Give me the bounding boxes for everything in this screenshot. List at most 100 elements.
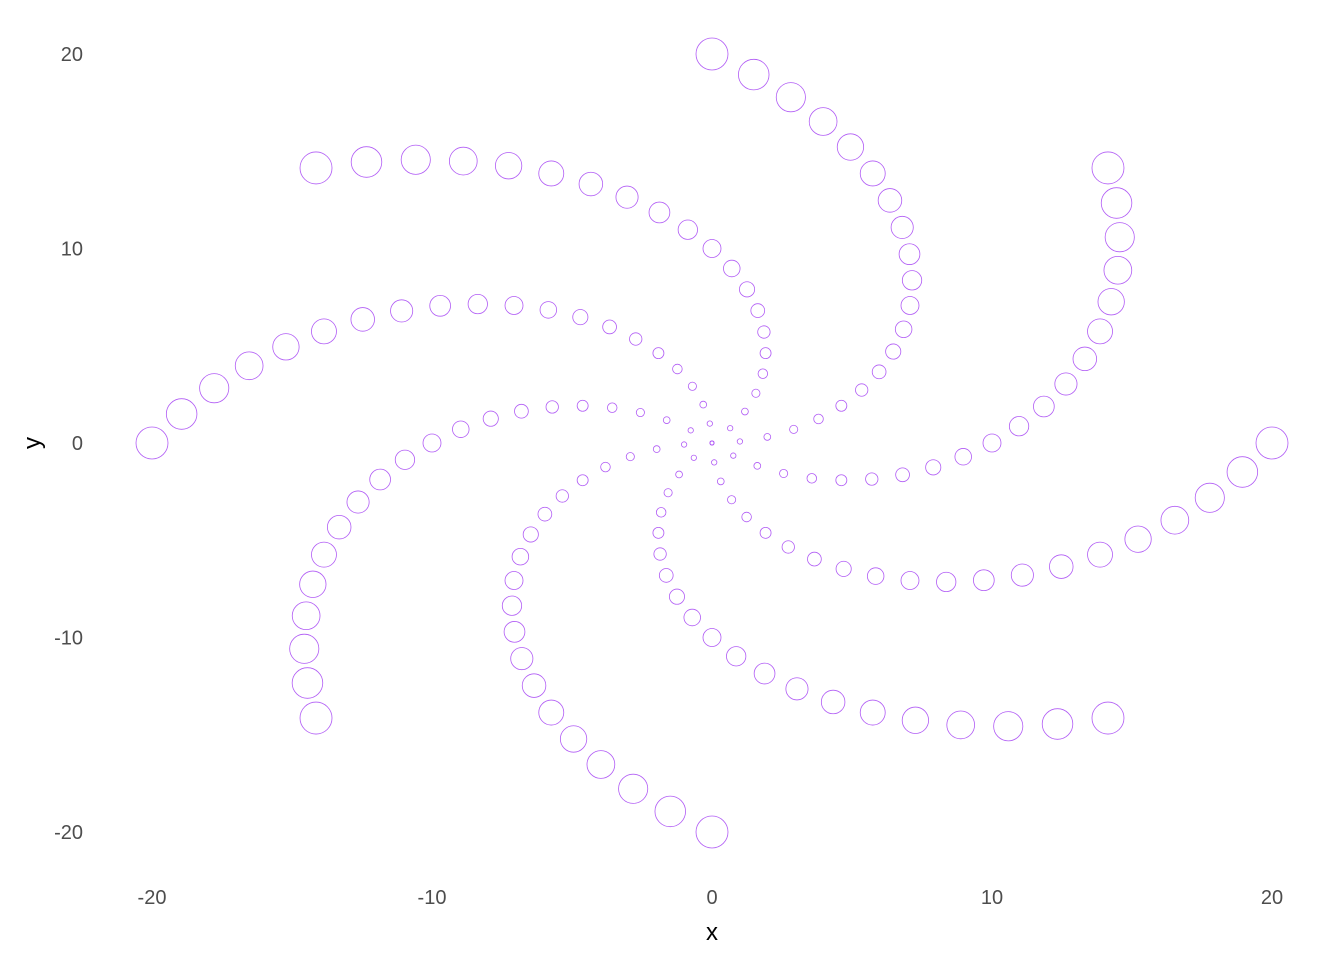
data-point xyxy=(1041,708,1074,740)
y-axis-title: y xyxy=(19,437,46,449)
data-point xyxy=(687,427,694,434)
data-point xyxy=(600,461,611,473)
data-point xyxy=(954,448,972,466)
data-point xyxy=(898,243,921,265)
data-point xyxy=(683,608,701,627)
data-point xyxy=(559,725,588,753)
data-point xyxy=(901,706,929,734)
data-point xyxy=(1124,525,1152,553)
data-point xyxy=(836,133,865,161)
data-point xyxy=(652,526,665,539)
data-point xyxy=(982,433,1002,453)
data-point xyxy=(448,146,478,176)
data-point xyxy=(859,699,886,726)
data-point xyxy=(1010,563,1034,587)
data-point xyxy=(495,152,523,180)
data-point xyxy=(654,795,686,828)
y-tick-label: -20 xyxy=(54,822,83,844)
data-point xyxy=(699,400,708,409)
data-point xyxy=(1226,456,1259,488)
data-point xyxy=(538,160,565,187)
data-point xyxy=(759,347,772,360)
data-point xyxy=(635,408,645,418)
data-point xyxy=(779,468,789,478)
data-point xyxy=(572,309,589,326)
data-point xyxy=(1091,151,1125,185)
data-point xyxy=(702,239,722,258)
data-point xyxy=(452,420,470,438)
data-point xyxy=(658,568,674,583)
data-point xyxy=(663,488,673,498)
data-point xyxy=(894,320,913,339)
data-point xyxy=(369,468,391,491)
x-tick-label: 0 xyxy=(706,887,717,909)
y-tick-label: 0 xyxy=(72,433,83,455)
data-point xyxy=(900,296,920,315)
data-point xyxy=(727,495,737,505)
data-point xyxy=(706,420,713,427)
data-point xyxy=(618,773,649,804)
data-point xyxy=(781,540,795,554)
data-point xyxy=(675,470,683,479)
data-point xyxy=(877,188,903,213)
data-point xyxy=(1097,288,1125,316)
data-point xyxy=(578,171,604,197)
data-point xyxy=(871,364,887,380)
data-point xyxy=(936,571,957,593)
data-point xyxy=(1103,255,1133,285)
x-tick-label: 20 xyxy=(1261,887,1283,909)
data-point xyxy=(859,160,886,187)
data-point xyxy=(555,489,569,503)
data-point xyxy=(808,107,838,136)
data-point xyxy=(900,571,920,590)
data-point xyxy=(291,667,324,699)
data-point xyxy=(1160,505,1190,535)
data-point xyxy=(695,37,729,71)
data-point xyxy=(510,647,534,671)
data-point xyxy=(390,299,414,323)
data-point xyxy=(602,319,617,335)
x-axis-ticks: -20 -10 0 10 20 xyxy=(138,887,1284,909)
data-point xyxy=(711,459,718,466)
data-point xyxy=(901,270,923,291)
data-point xyxy=(299,701,333,735)
data-point xyxy=(1087,541,1113,568)
data-point xyxy=(234,351,264,381)
data-point xyxy=(662,416,671,424)
data-point xyxy=(723,259,741,278)
data-point xyxy=(739,281,756,298)
x-tick-label: 10 xyxy=(981,887,1003,909)
x-axis-title: x xyxy=(706,919,718,946)
data-point xyxy=(695,815,729,849)
data-point xyxy=(482,410,499,427)
data-point xyxy=(741,511,752,523)
data-point xyxy=(807,551,822,567)
data-point xyxy=(429,295,451,317)
data-point xyxy=(545,400,559,414)
data-point xyxy=(865,472,879,486)
data-point xyxy=(537,506,553,522)
data-point xyxy=(586,750,616,779)
y-tick-label: 10 xyxy=(61,239,83,261)
data-point xyxy=(625,452,635,462)
data-point xyxy=(1194,482,1225,513)
data-point xyxy=(753,662,776,685)
data-point xyxy=(467,293,488,315)
data-point xyxy=(299,570,327,598)
data-point xyxy=(726,646,747,667)
data-point xyxy=(350,146,383,178)
data-point xyxy=(501,595,523,616)
data-point xyxy=(785,677,809,701)
data-point xyxy=(757,325,771,339)
data-point xyxy=(400,144,431,175)
data-point xyxy=(539,301,558,319)
data-point xyxy=(607,402,618,413)
data-point xyxy=(299,151,333,185)
data-point xyxy=(514,403,529,419)
data-point xyxy=(775,82,806,113)
data-point xyxy=(890,215,914,239)
data-point xyxy=(326,514,352,540)
data-point xyxy=(289,633,320,664)
data-point xyxy=(835,399,848,412)
